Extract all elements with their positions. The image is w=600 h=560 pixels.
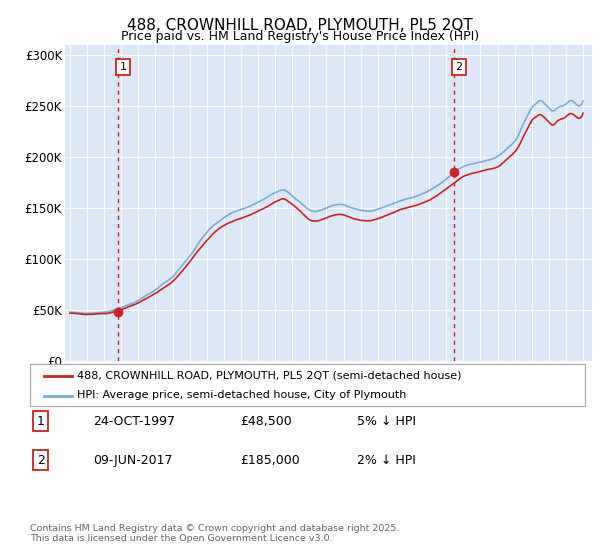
Text: 5% ↓ HPI: 5% ↓ HPI — [357, 414, 416, 428]
Text: Price paid vs. HM Land Registry's House Price Index (HPI): Price paid vs. HM Land Registry's House … — [121, 30, 479, 43]
Text: 1: 1 — [37, 414, 45, 428]
Text: £48,500: £48,500 — [240, 414, 292, 428]
Text: 488, CROWNHILL ROAD, PLYMOUTH, PL5 2QT: 488, CROWNHILL ROAD, PLYMOUTH, PL5 2QT — [127, 18, 473, 33]
Text: 2: 2 — [37, 454, 45, 467]
Text: 1: 1 — [120, 62, 127, 72]
Text: £185,000: £185,000 — [240, 454, 300, 467]
Text: 2: 2 — [455, 62, 463, 72]
Text: 488, CROWNHILL ROAD, PLYMOUTH, PL5 2QT (semi-detached house): 488, CROWNHILL ROAD, PLYMOUTH, PL5 2QT (… — [77, 371, 461, 381]
Text: 24-OCT-1997: 24-OCT-1997 — [93, 414, 175, 428]
Text: HPI: Average price, semi-detached house, City of Plymouth: HPI: Average price, semi-detached house,… — [77, 390, 407, 400]
Text: Contains HM Land Registry data © Crown copyright and database right 2025.
This d: Contains HM Land Registry data © Crown c… — [30, 524, 400, 543]
Text: 09-JUN-2017: 09-JUN-2017 — [93, 454, 173, 467]
Text: 2% ↓ HPI: 2% ↓ HPI — [357, 454, 416, 467]
